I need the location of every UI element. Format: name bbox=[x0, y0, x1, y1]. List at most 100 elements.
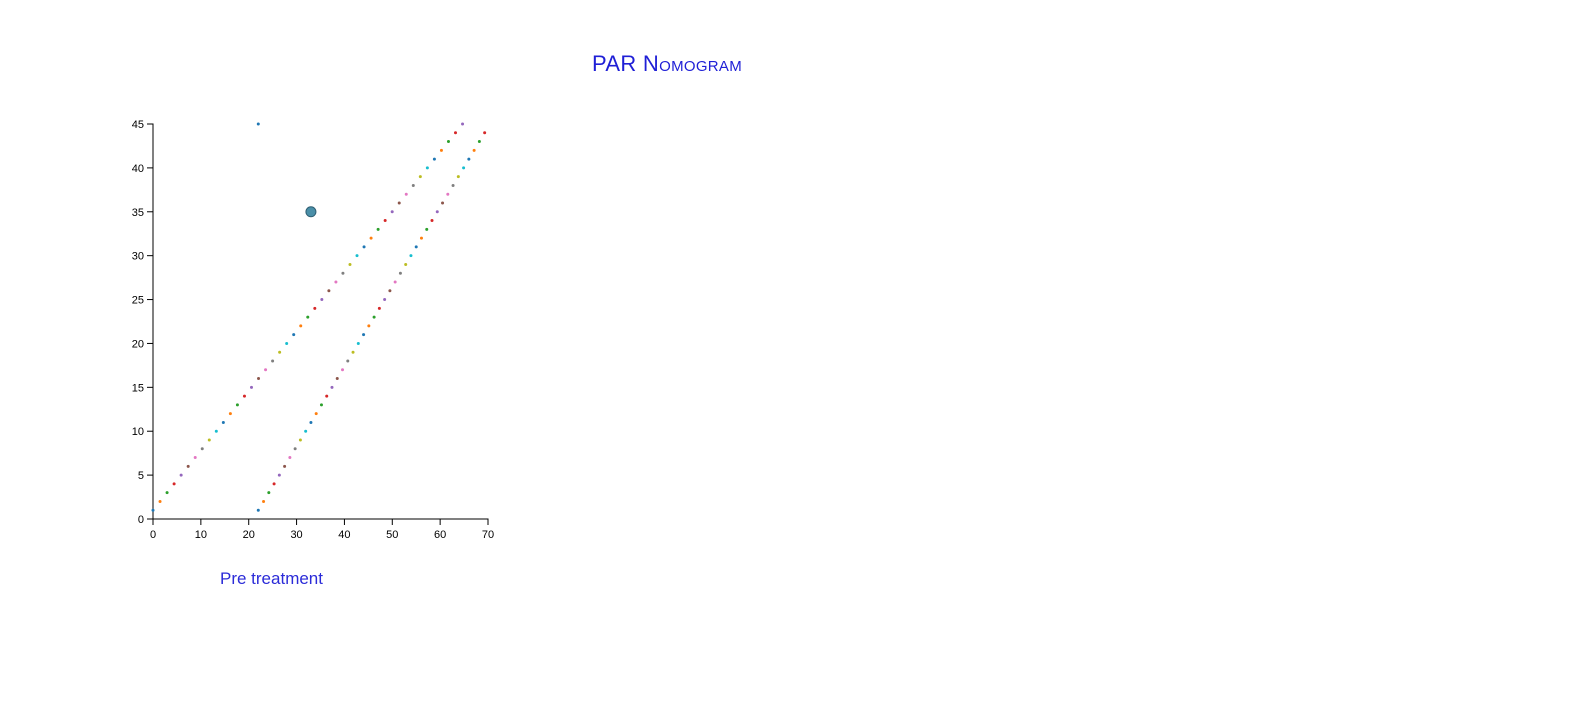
data-point bbox=[441, 201, 445, 205]
data-point bbox=[446, 192, 450, 196]
data-point bbox=[425, 227, 429, 231]
data-point bbox=[383, 298, 387, 302]
x-axis-line bbox=[152, 518, 489, 525]
y-axis-line bbox=[147, 123, 154, 520]
scatter-points bbox=[151, 122, 487, 512]
data-point bbox=[376, 227, 380, 231]
data-point bbox=[430, 219, 434, 223]
data-point bbox=[249, 385, 253, 389]
data-point bbox=[367, 324, 371, 328]
data-point bbox=[256, 122, 260, 126]
data-point bbox=[409, 254, 413, 258]
x-tick-label: 50 bbox=[386, 529, 398, 541]
data-point bbox=[472, 148, 476, 152]
data-point bbox=[313, 306, 317, 310]
data-point bbox=[151, 508, 155, 512]
data-point bbox=[257, 377, 261, 381]
data-point bbox=[214, 429, 218, 433]
data-point bbox=[179, 473, 183, 477]
data-point bbox=[483, 131, 487, 135]
data-point bbox=[262, 499, 266, 503]
data-point bbox=[293, 447, 297, 451]
y-tick-label: 45 bbox=[132, 119, 144, 131]
data-point bbox=[304, 429, 308, 433]
data-point bbox=[309, 420, 313, 424]
data-point bbox=[362, 245, 366, 249]
x-tick-label: 70 bbox=[482, 529, 494, 541]
data-point bbox=[446, 140, 450, 144]
data-point bbox=[435, 210, 439, 214]
data-point bbox=[404, 262, 408, 266]
y-tick-label: 0 bbox=[138, 514, 144, 526]
y-tick-label: 20 bbox=[132, 338, 144, 350]
data-point bbox=[477, 140, 481, 144]
data-point bbox=[414, 245, 418, 249]
data-point bbox=[186, 464, 190, 468]
data-point bbox=[264, 368, 268, 372]
data-point bbox=[432, 157, 436, 161]
data-point bbox=[397, 201, 401, 205]
data-point bbox=[369, 236, 373, 240]
data-point bbox=[256, 508, 260, 512]
data-point bbox=[277, 473, 281, 477]
data-point bbox=[341, 271, 345, 275]
data-point bbox=[165, 491, 169, 495]
y-tick-label: 35 bbox=[132, 207, 144, 219]
data-point bbox=[355, 254, 359, 258]
data-point bbox=[285, 341, 289, 345]
data-point bbox=[425, 166, 429, 170]
data-point bbox=[172, 482, 176, 486]
y-tick-label: 15 bbox=[132, 382, 144, 394]
data-point bbox=[351, 350, 355, 354]
data-point bbox=[283, 464, 287, 468]
data-point bbox=[404, 192, 408, 196]
x-axis: 0 10 20 30 40 50 60 70 bbox=[150, 518, 494, 541]
data-point bbox=[398, 271, 402, 275]
data-point bbox=[306, 315, 310, 319]
data-point bbox=[330, 385, 334, 389]
data-point bbox=[411, 183, 415, 187]
x-tick-label: 30 bbox=[290, 529, 302, 541]
data-point bbox=[200, 447, 204, 451]
data-point bbox=[393, 280, 397, 284]
data-point bbox=[298, 438, 302, 442]
data-point bbox=[271, 359, 275, 363]
data-point bbox=[383, 219, 387, 223]
data-point bbox=[377, 306, 381, 310]
data-point bbox=[228, 412, 232, 416]
data-point bbox=[348, 262, 352, 266]
data-point bbox=[462, 166, 466, 170]
x-tick-label: 20 bbox=[243, 529, 255, 541]
y-tick-label: 10 bbox=[132, 426, 144, 438]
data-point bbox=[278, 350, 282, 354]
data-point bbox=[242, 394, 246, 398]
data-point bbox=[461, 122, 465, 126]
data-point bbox=[418, 175, 422, 179]
data-point bbox=[346, 359, 350, 363]
data-point bbox=[314, 412, 318, 416]
data-point bbox=[193, 456, 197, 460]
y-tick-label: 40 bbox=[132, 163, 144, 175]
data-point bbox=[319, 403, 323, 407]
data-point bbox=[451, 183, 455, 187]
y-tick-label: 30 bbox=[132, 251, 144, 263]
page-title: PAR Nomogram bbox=[592, 51, 743, 76]
data-point bbox=[327, 289, 331, 293]
x-tick-label: 40 bbox=[338, 529, 350, 541]
data-point bbox=[388, 289, 392, 293]
data-point bbox=[335, 377, 339, 381]
data-point bbox=[235, 403, 239, 407]
data-point bbox=[362, 333, 366, 337]
data-point bbox=[372, 315, 376, 319]
data-point bbox=[221, 420, 225, 424]
x-tick-label: 60 bbox=[434, 529, 446, 541]
y-axis: 0 5 10 15 20 25 30 35 40 45 bbox=[132, 119, 154, 526]
data-point bbox=[267, 491, 271, 495]
x-axis-caption: Pre treatment bbox=[220, 569, 323, 588]
data-point bbox=[456, 175, 460, 179]
data-point bbox=[272, 482, 276, 486]
data-point bbox=[454, 131, 458, 135]
data-point bbox=[288, 456, 292, 460]
data-point bbox=[325, 394, 329, 398]
